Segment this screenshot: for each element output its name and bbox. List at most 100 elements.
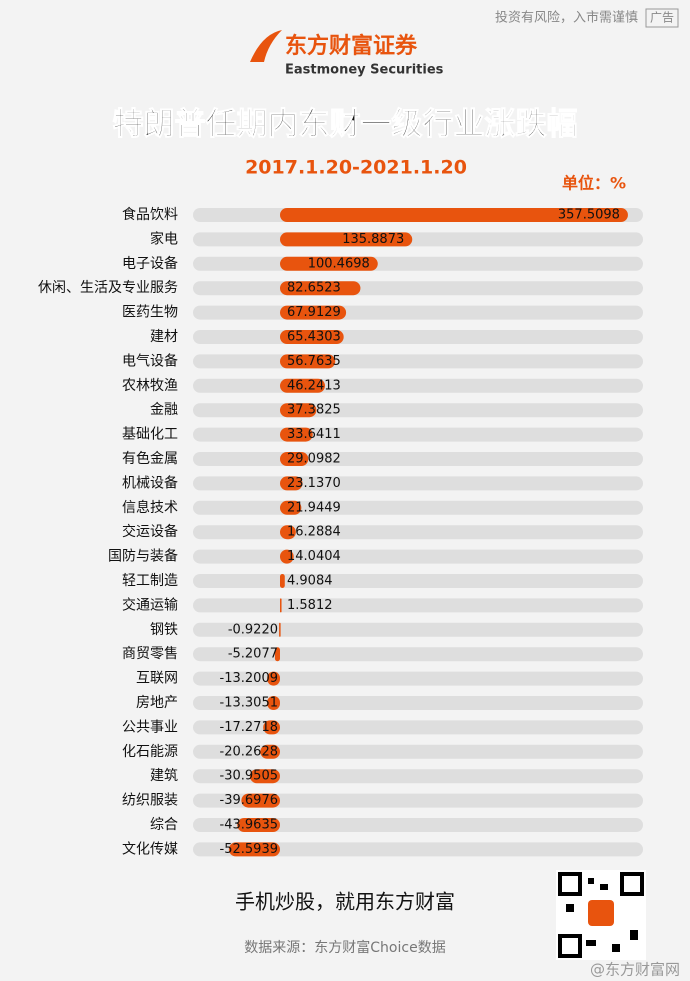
- bar: [241, 793, 281, 808]
- bar-track: [193, 330, 643, 344]
- bar: [280, 232, 413, 247]
- value-label: 46.2413: [287, 378, 341, 393]
- bar: [237, 818, 281, 832]
- value-label: 37.3825: [287, 403, 341, 418]
- chart-title: 特朗普任期内东财一级行业涨跌幅: [113, 107, 578, 143]
- bar-track: [193, 622, 643, 637]
- value-label: -0.9220: [228, 622, 278, 637]
- unit: 单位：%: [562, 174, 626, 193]
- category-label: 家电: [150, 230, 178, 247]
- bar-track: [193, 696, 643, 710]
- bar: [274, 647, 281, 662]
- value-label: 67.9129: [287, 305, 341, 320]
- bar-track: [193, 500, 643, 515]
- value-label: 14.0404: [287, 549, 341, 564]
- source: 数据来源：东方财富Choice数据: [244, 939, 445, 956]
- value-label: -20.2628: [220, 744, 278, 759]
- category-label: 文化传媒: [122, 841, 178, 857]
- disclaimer: 投资有风险，入市需谨慎: [495, 10, 638, 26]
- category-label: 交通运输: [122, 596, 178, 613]
- brand-en: Eastmoney Securities: [285, 63, 444, 78]
- category-label: 化石能源: [122, 744, 178, 760]
- value-label: 23.1370: [287, 476, 341, 491]
- bar-track: [193, 354, 643, 369]
- category-label: 商贸零售: [122, 646, 178, 662]
- bar: [280, 354, 336, 369]
- bar-track: [193, 842, 643, 857]
- slogan: 手机炒股，就用东方财富: [235, 890, 455, 914]
- bar-track: [193, 232, 643, 247]
- bar-track: [193, 744, 643, 759]
- bar-track: [193, 598, 643, 613]
- bar-track: [193, 549, 643, 564]
- bar-track: [193, 647, 643, 662]
- value-label: -30.9505: [220, 769, 278, 784]
- brand: 东方财富证券: [285, 33, 418, 59]
- category-label: 房地产: [136, 695, 178, 711]
- category-label: 轻工制造: [122, 573, 178, 589]
- bars: 食品饮料 357.5098 家电 135.8873 电子设备 100.4698 休闲、生活及…: [38, 206, 643, 857]
- value-label: 135.8873: [342, 232, 404, 247]
- value-label: -43.9635: [220, 818, 278, 833]
- value-label: 82.6523: [287, 281, 341, 296]
- bar-track: [193, 256, 643, 271]
- bar: [280, 476, 303, 491]
- category-label: 钢铁: [150, 622, 178, 638]
- bar: [280, 403, 317, 418]
- category-label: 电气设备: [122, 352, 178, 369]
- category-label: 纺织服装: [122, 793, 178, 809]
- bar: [280, 525, 296, 540]
- bar-track: [193, 525, 643, 540]
- bar-track: [193, 574, 643, 588]
- value-label: 56.7635: [287, 354, 341, 369]
- bar: [267, 696, 281, 710]
- bar: [280, 378, 326, 393]
- bar-track: [193, 403, 643, 418]
- category-label: 有色金属: [122, 450, 178, 467]
- bar: [280, 427, 313, 442]
- bar: [280, 281, 361, 296]
- value-label: 29.0982: [287, 452, 341, 467]
- value-label: 33.6411: [287, 427, 341, 442]
- bar-track: [193, 476, 643, 491]
- watermark: @东方财富网: [590, 961, 680, 979]
- category-label: 建材: [150, 329, 178, 345]
- category-label: 基础化工: [122, 426, 178, 443]
- value-label: 357.5098: [558, 208, 620, 223]
- bar-track: [193, 818, 643, 832]
- value-label: 21.9449: [287, 500, 341, 515]
- bar: [280, 598, 282, 613]
- bar-track: [193, 769, 643, 784]
- bar: [267, 671, 281, 686]
- category-label: 机械设备: [122, 474, 178, 491]
- category-label: 农林牧渔: [122, 378, 178, 394]
- value-label: 100.4698: [308, 256, 370, 271]
- bar: [280, 256, 378, 271]
- bar-track: [193, 793, 643, 808]
- value-label: -5.2077: [228, 647, 278, 662]
- bar-track: [193, 452, 643, 466]
- bar: [280, 549, 294, 564]
- value-label: -13.3051: [220, 696, 278, 711]
- bar-track: [193, 305, 643, 320]
- category-label: 医药生物: [122, 305, 178, 321]
- subtitle: 2017.1.20-2021.1.20: [245, 157, 467, 179]
- logo: [250, 30, 282, 62]
- bar-track: [193, 427, 643, 442]
- category-label: 国防与装备: [108, 548, 178, 565]
- bar: [280, 305, 347, 320]
- bar-track: [193, 720, 643, 735]
- value-label: 65.4303: [287, 330, 341, 345]
- ad-box: [645, 8, 679, 28]
- bar: [228, 842, 281, 857]
- category-label: 公共事业: [122, 719, 178, 735]
- category-label: 交运设备: [122, 523, 178, 540]
- qr-code: [556, 870, 646, 960]
- bar: [280, 574, 285, 588]
- category-label: 食品饮料: [122, 206, 178, 223]
- bar-track: [193, 378, 643, 393]
- value-label: 4.9084: [287, 574, 333, 589]
- category-label: 电子设备: [122, 255, 178, 272]
- category-label: 建筑: [150, 768, 178, 784]
- category-label: 金融: [150, 402, 178, 418]
